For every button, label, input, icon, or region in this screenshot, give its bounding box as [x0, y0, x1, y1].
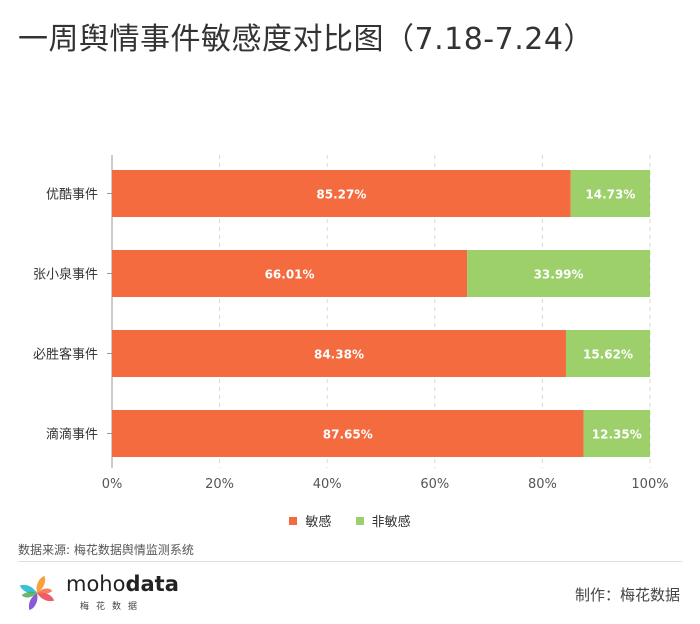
data-label: 66.01%	[265, 268, 315, 282]
legend-label-sensitive: 敏感	[305, 515, 332, 530]
stacked-bar-chart: 0% 20% 40% 60% 80% 100% 优酷事件 85.27% 14.73% 张小泉事件 6…	[33, 155, 669, 492]
data-label: 12.35%	[592, 428, 642, 442]
bar-nonsensitive	[570, 170, 650, 217]
bar-nonsensitive	[565, 330, 650, 377]
category-label: 张小泉事件	[33, 267, 98, 283]
chart-title: 一周舆情事件敏感度对比图（7.18-7.24）	[18, 22, 594, 57]
bar-sensitive	[112, 410, 584, 457]
logo-subtitle: 梅花数据	[80, 602, 145, 612]
data-label: 15.62%	[583, 348, 633, 362]
bar-nonsensitive	[583, 410, 650, 457]
mohodata-logo: mohodata 梅花数据	[18, 572, 179, 616]
divider	[18, 561, 682, 562]
credit: 制作：梅花数据	[574, 586, 680, 604]
data-label: 87.65%	[323, 428, 373, 442]
bar-nonsensitive	[467, 250, 650, 297]
pinwheel-logo-icon	[19, 575, 55, 611]
data-label: 85.27%	[316, 188, 366, 202]
legend: 敏感 非敏感	[0, 511, 700, 530]
legend-item-sensitive[interactable]: 敏感	[289, 511, 331, 530]
legend-swatch-nonsensitive	[355, 516, 364, 525]
category-label: 必胜客事件	[33, 347, 98, 363]
logo-word-light: moho	[66, 572, 126, 596]
data-source: 数据来源: 梅花数据舆情监测系统	[18, 543, 194, 557]
x-tick-label: 100%	[631, 477, 668, 492]
x-tick-label: 20%	[205, 477, 234, 492]
x-tick-label: 80%	[528, 477, 557, 492]
logo-word-bold: data	[125, 572, 179, 596]
data-label: 33.99%	[534, 268, 584, 282]
bar-sensitive	[112, 250, 468, 297]
legend-label-nonsensitive: 非敏感	[371, 515, 411, 530]
data-label: 14.73%	[585, 188, 635, 202]
bar-sensitive	[112, 170, 571, 217]
legend-item-nonsensitive[interactable]: 非敏感	[355, 511, 411, 530]
bar-sensitive	[112, 330, 566, 377]
x-tick-label: 40%	[313, 477, 342, 492]
x-tick-label: 0%	[102, 477, 123, 492]
data-label: 84.38%	[314, 348, 364, 362]
category-label: 滴滴事件	[46, 427, 98, 443]
logo-wordmark: mohodata	[66, 572, 179, 596]
legend-swatch-sensitive	[289, 516, 298, 525]
x-tick-label: 60%	[420, 477, 449, 492]
category-label: 优酷事件	[46, 188, 98, 203]
